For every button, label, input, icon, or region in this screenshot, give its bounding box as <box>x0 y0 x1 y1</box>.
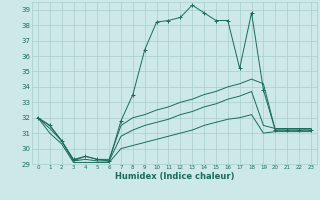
X-axis label: Humidex (Indice chaleur): Humidex (Indice chaleur) <box>115 172 234 181</box>
